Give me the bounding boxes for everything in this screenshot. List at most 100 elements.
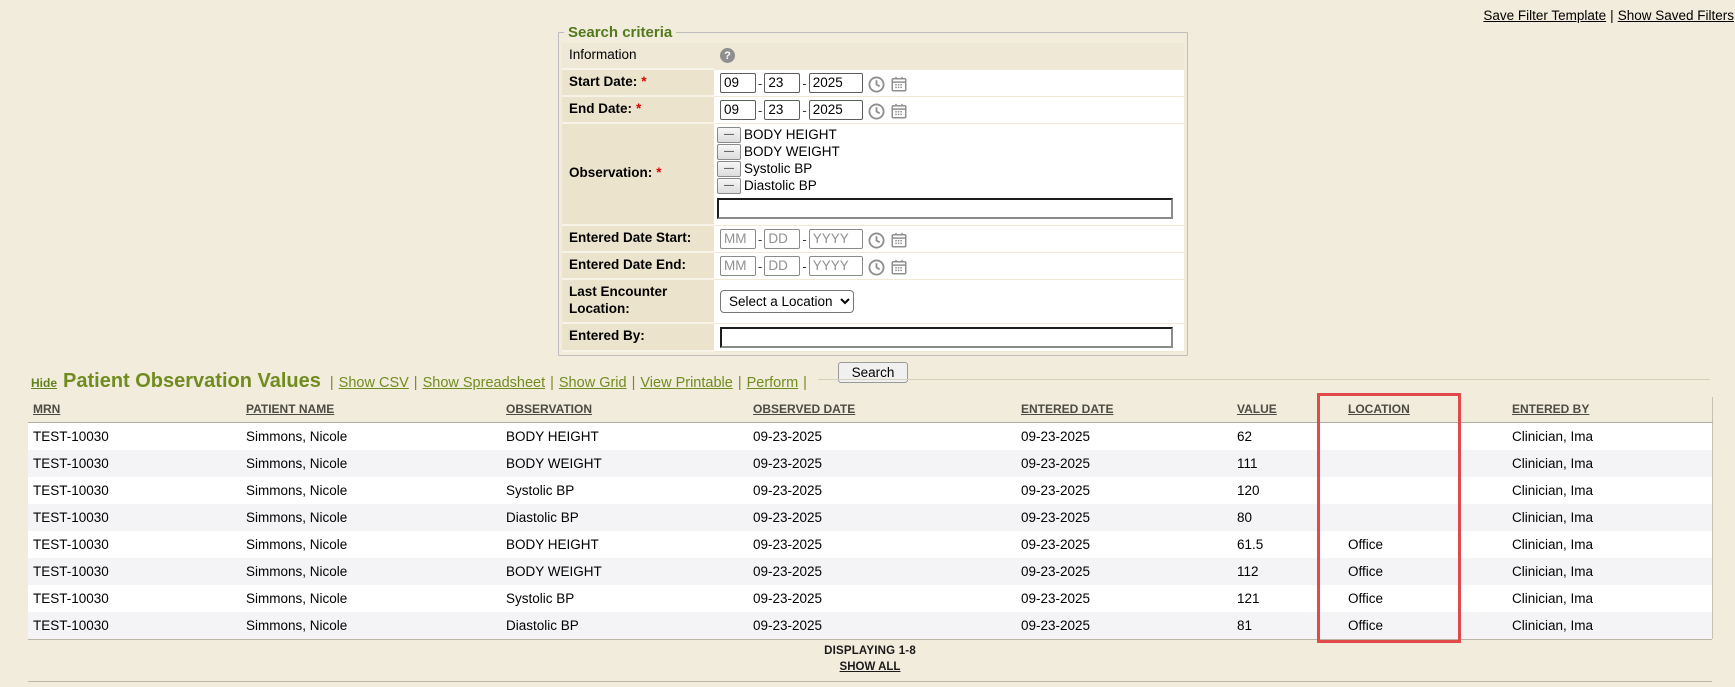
hide-link[interactable]: Hide (31, 376, 58, 390)
location-select[interactable]: Select a Location (720, 289, 854, 313)
show-spreadsheet-link[interactable]: Show Spreadsheet (422, 375, 546, 391)
entered-by-row: Entered By: (562, 323, 1184, 352)
column-header-entered-date[interactable]: ENTERED DATE (1021, 402, 1114, 416)
date-dash: - (802, 75, 807, 91)
remove-observation-button[interactable]: — (717, 160, 741, 177)
cell-value: 111 (1237, 455, 1258, 471)
calendar-icon[interactable] (890, 258, 908, 276)
cell-entered-date: 09-23-2025 (1021, 482, 1091, 498)
observation-item: — Systolic BP (717, 160, 1178, 177)
cell-mrn: TEST-10030 (33, 617, 109, 633)
cell-observed-date: 09-23-2025 (753, 428, 823, 444)
table-row: TEST-10030 Simmons, Nicole BODY HEIGHT 0… (28, 530, 1712, 558)
cell-entered-date: 09-23-2025 (1021, 509, 1091, 525)
date-dash: - (802, 258, 807, 274)
column-header-entered-by[interactable]: ENTERED BY (1512, 402, 1590, 416)
entered-date-start-day-input[interactable] (764, 228, 801, 249)
cell-entered-by: Clinician, Ima (1512, 536, 1594, 552)
end-date-row: End Date:* - - (562, 96, 1184, 124)
required-asterisk: * (641, 73, 647, 89)
cell-entered-by: Clinician, Ima (1512, 617, 1594, 633)
start-date-day-input[interactable] (764, 72, 801, 93)
start-date-label: Start Date: * (562, 69, 714, 97)
show-all-link[interactable]: SHOW ALL (839, 660, 901, 673)
end-date-day-input[interactable] (764, 99, 801, 120)
start-date-month-input[interactable] (720, 72, 756, 93)
start-date-year-input[interactable] (808, 72, 863, 93)
show-csv-link[interactable]: Show CSV (338, 375, 409, 391)
observation-item-label: BODY HEIGHT (744, 127, 837, 143)
cell-value: 80 (1237, 509, 1253, 525)
show-saved-filters-link[interactable]: Show Saved Filters (1617, 8, 1734, 23)
entered-date-end-day-input[interactable] (764, 255, 801, 276)
column-header-observation[interactable]: OBSERVATION (506, 402, 593, 416)
clock-icon[interactable] (868, 259, 885, 276)
cell-value: 81 (1237, 617, 1253, 633)
column-header-patient-name[interactable]: PATIENT NAME (246, 402, 335, 416)
table-footer: DISPLAYING 1-8 SHOW ALL (28, 638, 1712, 682)
patient-observation-values-section: Hide Patient Observation Values | Show C… (28, 370, 1713, 682)
last-encounter-location-row: Last Encounter Location: Select a Locati… (562, 279, 1184, 324)
search-criteria-legend: Search criteria (568, 24, 673, 41)
show-grid-link[interactable]: Show Grid (558, 375, 627, 391)
cell-value: 61.5 (1237, 536, 1264, 552)
calendar-icon[interactable] (890, 231, 908, 249)
entered-date-end-year-input[interactable] (808, 255, 863, 276)
cell-location: Office (1348, 563, 1384, 579)
cell-entered-by: Clinician, Ima (1512, 455, 1594, 471)
entered-by-input[interactable] (720, 326, 1174, 348)
clock-icon[interactable] (868, 232, 885, 249)
cell-patient-name: Simmons, Nicole (246, 536, 348, 552)
cell-entered-date: 09-23-2025 (1021, 617, 1091, 633)
calendar-icon[interactable] (890, 75, 908, 93)
start-date-row: Start Date:* - - (562, 69, 1184, 97)
date-dash: - (758, 75, 763, 91)
observation-item: — Diastolic BP (717, 177, 1178, 194)
entered-date-end-row: Entered Date End: - - (562, 252, 1184, 280)
view-printable-link[interactable]: View Printable (640, 375, 733, 391)
cell-mrn: TEST-10030 (33, 590, 109, 606)
cell-observation: Diastolic BP (506, 509, 579, 525)
help-icon[interactable]: ? (720, 48, 735, 64)
cell-entered-date: 09-23-2025 (1021, 428, 1091, 444)
end-date-year-input[interactable] (808, 99, 863, 120)
table-row: TEST-10030 Simmons, Nicole Systolic BP 0… (28, 476, 1712, 504)
remove-observation-button[interactable]: — (717, 143, 741, 160)
cell-observation: BODY WEIGHT (506, 563, 602, 579)
pipe-separator: | (803, 375, 807, 391)
pipe-separator: | (737, 375, 742, 391)
entered-date-end-month-input[interactable] (720, 255, 756, 276)
entered-date-start-month-input[interactable] (720, 228, 756, 249)
results-header: Hide Patient Observation Values | Show C… (28, 370, 1712, 393)
remove-observation-button[interactable]: — (717, 126, 741, 143)
cell-observed-date: 09-23-2025 (753, 536, 823, 552)
end-date-month-input[interactable] (720, 99, 756, 120)
table-row: TEST-10030 Simmons, Nicole Systolic BP 0… (28, 584, 1712, 612)
observation-search-input[interactable] (717, 197, 1174, 219)
cell-location (1343, 450, 1507, 477)
cell-location: Office (1348, 617, 1384, 633)
clock-icon[interactable] (868, 76, 885, 93)
cell-mrn: TEST-10030 (33, 482, 109, 498)
cell-observation: BODY WEIGHT (506, 455, 602, 471)
date-dash: - (758, 102, 763, 118)
observations-table: MRN PATIENT NAME OBSERVATION OBSERVED DA… (28, 397, 1713, 639)
remove-observation-button[interactable]: — (717, 177, 741, 194)
cell-observed-date: 09-23-2025 (753, 617, 823, 633)
search-criteria-panel: Search criteria Information ? Start Date… (558, 24, 1188, 383)
entered-date-start-year-input[interactable] (808, 228, 863, 249)
calendar-icon[interactable] (890, 102, 908, 120)
search-button[interactable]: Search (837, 361, 909, 383)
column-header-location[interactable]: LOCATION (1348, 402, 1410, 416)
date-dash: - (802, 102, 807, 118)
cell-observation: BODY HEIGHT (506, 536, 599, 552)
perform-link[interactable]: Perform (746, 375, 799, 391)
save-filter-template-link[interactable]: Save Filter Template (1483, 8, 1607, 23)
date-dash: - (802, 231, 807, 247)
column-header-value[interactable]: VALUE (1237, 402, 1277, 416)
clock-icon[interactable] (868, 103, 885, 120)
cell-location (1343, 477, 1507, 504)
column-header-mrn[interactable]: MRN (33, 402, 61, 416)
column-header-observed-date[interactable]: OBSERVED DATE (753, 402, 856, 416)
date-dash: - (758, 231, 763, 247)
